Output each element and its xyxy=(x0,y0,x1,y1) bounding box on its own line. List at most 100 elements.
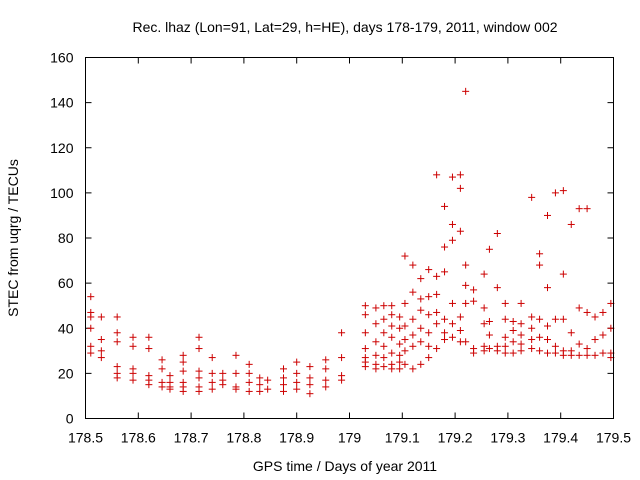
data-point xyxy=(396,358,404,366)
data-point xyxy=(338,354,346,362)
data-point xyxy=(372,304,380,312)
data-point xyxy=(583,205,591,213)
data-point xyxy=(591,336,599,344)
data-point xyxy=(517,347,525,355)
data-point xyxy=(306,363,314,371)
data-point xyxy=(448,299,456,307)
data-point xyxy=(409,261,417,269)
data-point xyxy=(544,322,551,330)
data-point xyxy=(528,324,536,332)
data-point xyxy=(417,338,425,346)
data-point xyxy=(113,363,121,371)
data-point xyxy=(470,349,478,357)
data-point xyxy=(195,387,203,395)
y-tick-label: 120 xyxy=(50,140,74,156)
data-point xyxy=(361,311,369,319)
data-point xyxy=(179,367,187,375)
data-point xyxy=(388,322,396,330)
data-point xyxy=(87,342,95,350)
data-point xyxy=(293,378,301,386)
data-point xyxy=(388,365,396,373)
data-point xyxy=(129,376,137,384)
data-point xyxy=(158,356,166,364)
data-point xyxy=(322,365,330,373)
data-point xyxy=(559,270,567,278)
data-point xyxy=(575,340,583,348)
data-point xyxy=(322,383,330,391)
x-tick-label: 178.9 xyxy=(279,430,314,446)
data-point xyxy=(401,347,409,355)
data-point xyxy=(536,315,544,323)
data-point xyxy=(551,349,559,357)
data-point xyxy=(361,302,369,310)
data-point xyxy=(528,336,536,344)
data-point xyxy=(179,358,187,366)
data-point xyxy=(401,299,409,307)
data-point xyxy=(380,342,388,350)
data-point xyxy=(280,365,287,373)
data-point xyxy=(219,381,227,389)
data-point xyxy=(441,329,449,337)
chart-title: Rec. lhaz (Lon=91, Lat=29, h=HE), days 1… xyxy=(132,19,557,35)
data-point xyxy=(129,342,137,350)
data-point xyxy=(480,304,488,312)
data-point xyxy=(517,340,525,348)
data-point xyxy=(293,385,301,393)
y-tick-label: 20 xyxy=(58,365,74,381)
data-point xyxy=(179,387,187,395)
x-tick-label: 178.6 xyxy=(121,430,156,446)
data-point xyxy=(401,336,409,344)
data-point xyxy=(470,286,478,294)
data-point xyxy=(517,299,525,307)
y-tick-label: 80 xyxy=(58,230,74,246)
data-point xyxy=(575,205,583,213)
data-point xyxy=(575,304,583,312)
data-point xyxy=(591,313,599,321)
data-point xyxy=(145,345,153,353)
data-point xyxy=(245,378,253,386)
data-point xyxy=(113,329,121,337)
x-tick-label: 178.5 xyxy=(68,430,103,446)
data-point xyxy=(396,324,404,332)
y-tick-label: 40 xyxy=(58,320,74,336)
data-point xyxy=(409,315,417,323)
data-point xyxy=(544,284,551,292)
data-point xyxy=(97,347,105,355)
data-point xyxy=(195,333,203,341)
data-point xyxy=(264,385,272,393)
data-point xyxy=(338,329,346,337)
data-point xyxy=(559,351,567,359)
data-point xyxy=(425,329,433,337)
data-point xyxy=(409,365,417,373)
data-point xyxy=(501,299,509,307)
data-point xyxy=(599,349,607,357)
data-point xyxy=(293,358,301,366)
data-point xyxy=(425,293,433,301)
data-point xyxy=(166,372,174,380)
data-point xyxy=(401,252,409,260)
data-point xyxy=(448,320,456,328)
data-point xyxy=(87,313,95,321)
data-point xyxy=(425,342,433,350)
data-point xyxy=(417,324,425,332)
data-point xyxy=(528,313,536,321)
data-point xyxy=(219,369,227,377)
data-point xyxy=(280,374,287,382)
data-point xyxy=(166,385,174,393)
data-point xyxy=(380,302,388,310)
data-point xyxy=(401,360,409,368)
data-point xyxy=(113,338,121,346)
data-point xyxy=(158,365,166,373)
data-point xyxy=(417,275,425,283)
data-point xyxy=(493,284,501,292)
data-point xyxy=(567,351,575,359)
data-point xyxy=(536,250,544,258)
data-point xyxy=(559,187,567,195)
data-point xyxy=(551,342,559,350)
data-point xyxy=(425,354,433,362)
data-point xyxy=(528,345,536,353)
data-point xyxy=(501,349,509,357)
data-point xyxy=(480,270,488,278)
data-point xyxy=(559,315,567,323)
data-point xyxy=(528,193,536,201)
